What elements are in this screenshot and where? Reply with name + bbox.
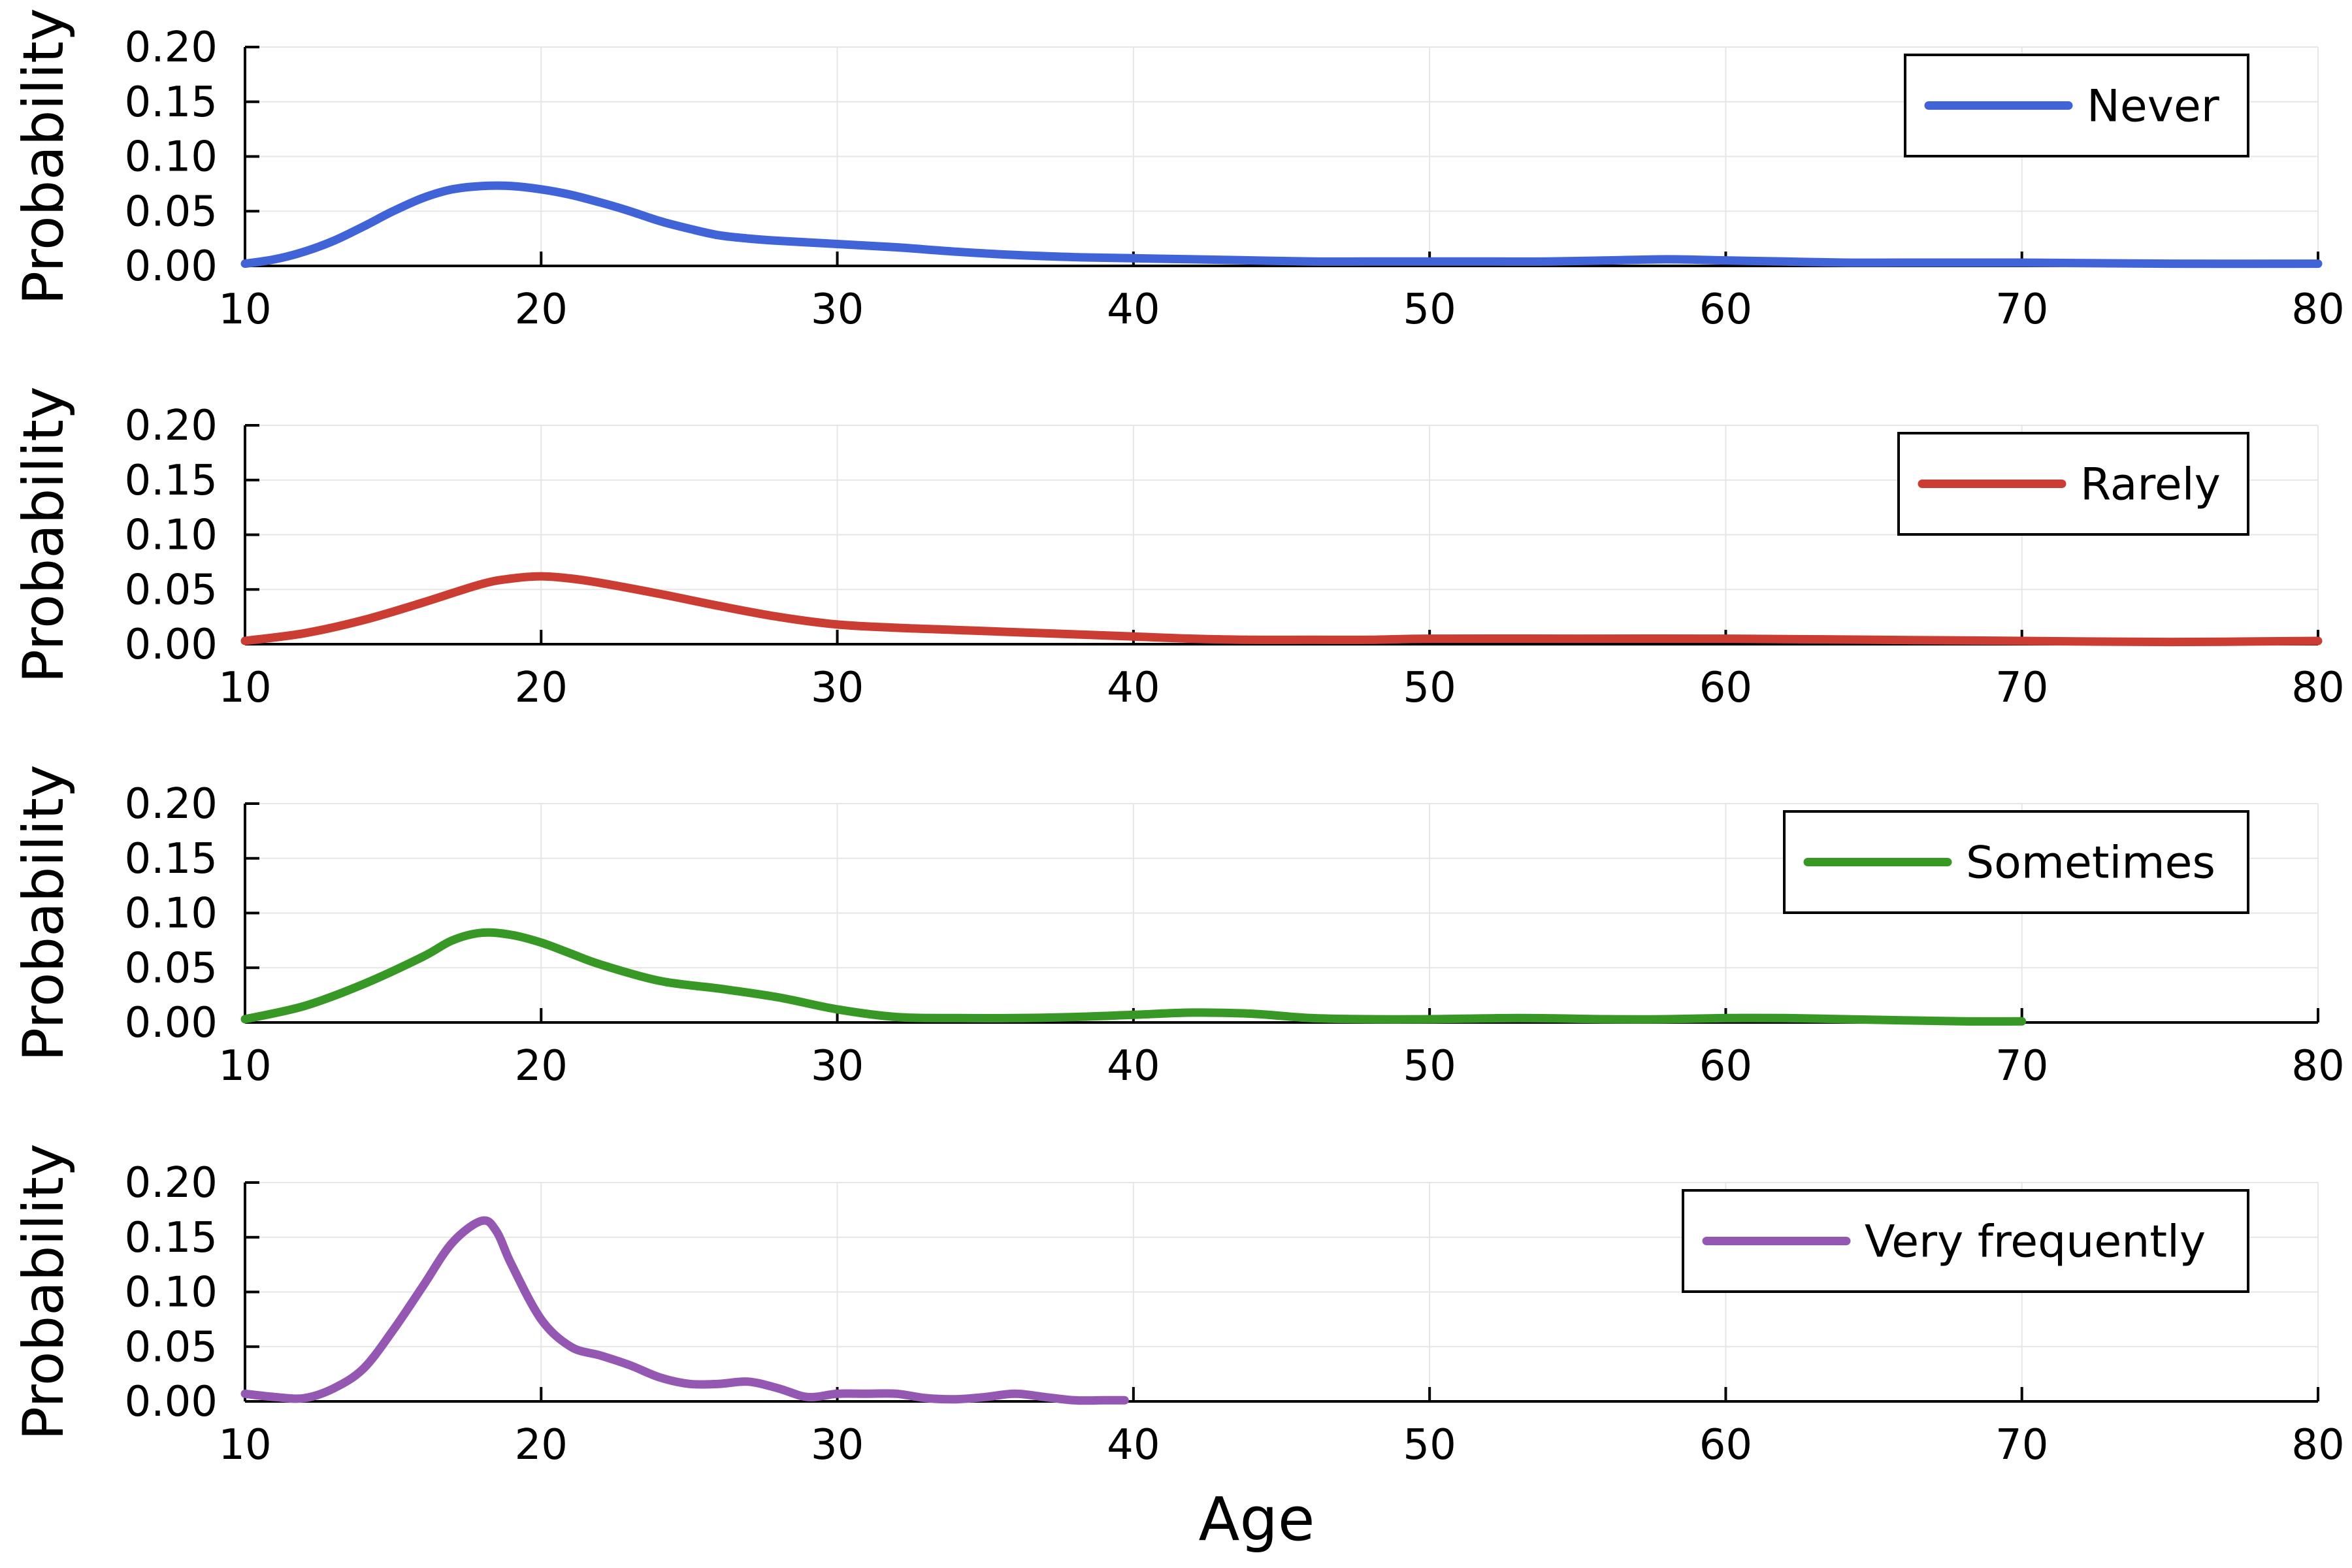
y-tick-label: 0.05 (125, 188, 218, 236)
x-tick-label: 70 (1995, 286, 2048, 334)
x-tick-label: 40 (1107, 1042, 1160, 1090)
y-axis-label: Probability (11, 764, 76, 1062)
y-tick-label: 0.00 (125, 621, 218, 669)
legend-label: Very frequently (1865, 1217, 2206, 1268)
legend-label: Sometimes (1966, 838, 2215, 889)
y-tick-label: 0.15 (125, 1214, 218, 1262)
x-tick-label: 10 (218, 1042, 271, 1090)
x-tick-label: 80 (2291, 286, 2344, 334)
x-tick-label: 10 (218, 1421, 271, 1469)
y-tick-label: 0.20 (125, 1159, 218, 1207)
y-tick-label: 0.00 (125, 999, 218, 1047)
series-line-rarely (240, 572, 2323, 647)
y-tick-label: 0.10 (125, 890, 218, 938)
x-tick-label: 40 (1107, 1421, 1160, 1469)
x-tick-label: 10 (218, 286, 271, 334)
y-tick-label: 0.15 (125, 835, 218, 883)
y-tick-label: 0.10 (125, 1269, 218, 1317)
y-tick-label: 0.00 (125, 1378, 218, 1426)
x-tick-label: 30 (811, 1042, 864, 1090)
x-tick-label: 50 (1403, 1042, 1456, 1090)
series-line-very-frequently (240, 1216, 1129, 1405)
legend: Sometimes (1783, 810, 2249, 914)
x-tick-label: 50 (1403, 664, 1456, 712)
x-tick-label: 60 (1699, 286, 1752, 334)
x-tick-label: 60 (1699, 1042, 1752, 1090)
y-tick-label: 0.20 (125, 402, 218, 450)
y-tick-label: 0.15 (125, 78, 218, 127)
x-tick-label: 10 (218, 664, 271, 712)
y-tick-label: 0.10 (125, 512, 218, 560)
y-tick-label: 0.15 (125, 457, 218, 505)
x-axis-label: Age (1199, 1484, 1315, 1554)
x-tick-label: 20 (515, 286, 568, 334)
x-tick-label: 60 (1699, 664, 1752, 712)
y-tick-label: 0.05 (125, 566, 218, 614)
x-tick-label: 80 (2291, 1421, 2344, 1469)
panel-4: 10 20 30 40 50 60 70 80 0.00 0.05 0.10 0.15 0.20 Prob… (11, 1143, 2345, 1554)
x-tick-label: 20 (515, 1042, 568, 1090)
legend: Never (1904, 54, 2249, 157)
x-tick-label: 40 (1107, 286, 1160, 334)
y-tick-label: 0.00 (125, 242, 218, 291)
y-tick-label: 0.20 (125, 780, 218, 828)
x-tick-label: 60 (1699, 1421, 1752, 1469)
y-tick-label: 0.20 (125, 24, 218, 72)
legend: Rarely (1897, 432, 2249, 536)
legend: Very frequently (1682, 1189, 2249, 1293)
panel-2: 10 20 30 40 50 60 70 80 0.00 0.05 0.10 0.15 0.20 Prob… (11, 386, 2345, 712)
y-tick-label: 0.10 (125, 133, 218, 182)
x-tick-label: 40 (1107, 664, 1160, 712)
y-axis-label: Probability (11, 8, 76, 305)
panel-3: 10 20 30 40 50 60 70 80 0.00 0.05 0.10 0.15 0.20 Prob… (11, 764, 2345, 1090)
x-tick-label: 20 (515, 664, 568, 712)
x-tick-label: 80 (2291, 664, 2344, 712)
x-tick-label: 80 (2291, 1042, 2344, 1090)
panel-1: 10 20 30 40 50 60 70 80 0.00 0.05 0.10 0.15 0.20 Prob… (11, 8, 2345, 334)
x-tick-label: 70 (1995, 1421, 2048, 1469)
y-tick-label: 0.05 (125, 1323, 218, 1371)
y-axis-label: Probability (11, 386, 76, 683)
series-line-sometimes (240, 928, 2027, 1026)
legend-label: Rarely (2080, 459, 2221, 511)
y-tick-label: 0.05 (125, 944, 218, 992)
x-tick-label: 50 (1403, 1421, 1456, 1469)
x-tick-label: 20 (515, 1421, 568, 1469)
x-tick-label: 70 (1995, 1042, 2048, 1090)
series-line-never (240, 181, 2323, 269)
x-tick-label: 30 (811, 1421, 864, 1469)
x-tick-label: 30 (811, 286, 864, 334)
x-tick-label: 70 (1995, 664, 2048, 712)
x-tick-label: 50 (1403, 286, 1456, 334)
legend-label: Never (2087, 81, 2219, 133)
x-tick-label: 30 (811, 664, 864, 712)
y-axis-label: Probability (11, 1143, 76, 1441)
